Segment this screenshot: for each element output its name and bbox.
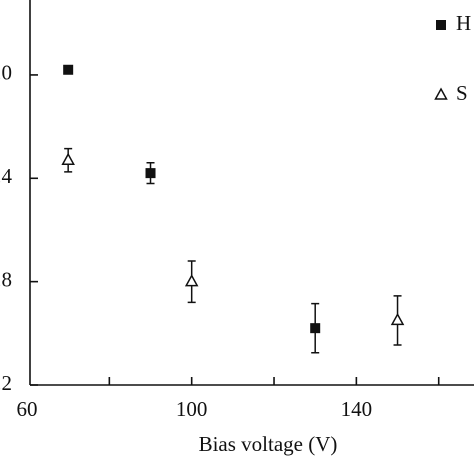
- x-tick-label: 100: [176, 397, 208, 421]
- y-tick-label: 1.0: [0, 61, 12, 85]
- point: [390, 312, 405, 326]
- y-tick-label: 1.8: [0, 267, 12, 291]
- x-tick-label: 60: [17, 397, 38, 421]
- x-axis-label: Bias voltage (V): [199, 432, 338, 456]
- legend-marker: [436, 20, 446, 30]
- legend-label: S: [456, 81, 468, 105]
- point: [61, 152, 75, 165]
- x-tick-label: 140: [341, 397, 373, 421]
- y-tick-label: 1.4: [0, 164, 13, 188]
- point: [310, 323, 321, 334]
- point: [63, 64, 74, 75]
- legend-marker: [434, 87, 448, 100]
- y-tick-label: 2.2: [0, 371, 12, 395]
- point: [145, 168, 156, 179]
- legend-label: H: [456, 11, 471, 35]
- point: [184, 274, 199, 287]
